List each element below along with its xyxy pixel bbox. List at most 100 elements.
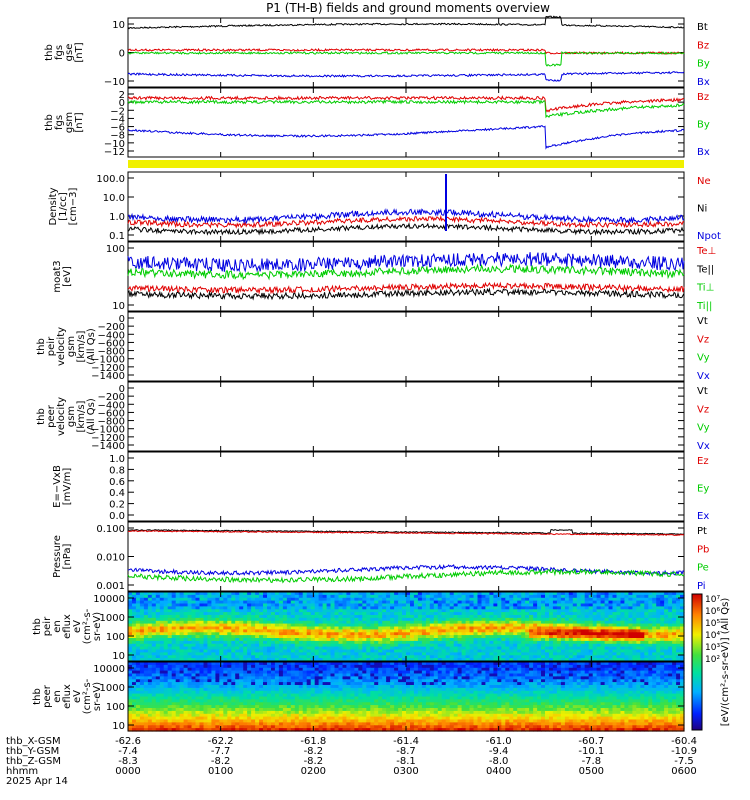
spectrogram-cell: [449, 685, 455, 689]
spectrogram-cell: [672, 652, 677, 656]
spectrogram-cell: [529, 679, 534, 683]
spectrogram-cell: [370, 612, 375, 616]
spectrogram-cell: [243, 600, 248, 605]
spectrogram-cell: [294, 670, 300, 675]
spectrogram-cell: [322, 662, 328, 666]
spectrogram-cell: [370, 597, 375, 602]
spectrogram-cell: [167, 632, 173, 636]
spectrogram-cell: [394, 592, 399, 596]
spectrogram-cell: [151, 664, 157, 669]
spectrogram-cell: [282, 643, 288, 648]
spectrogram-cell: [195, 679, 201, 683]
spectrogram-cell: [556, 652, 562, 656]
spectrogram-cell: [370, 626, 375, 630]
spectrogram-cell: [386, 670, 391, 675]
spectrogram-cell: [406, 655, 411, 659]
spectrogram-cell: [493, 640, 498, 645]
spectrogram-cell: [632, 615, 637, 619]
spectrogram-cell: [382, 632, 387, 636]
spectrogram-cell: [298, 626, 304, 630]
spectrogram-cell: [326, 617, 332, 622]
spectrogram-cell: [497, 655, 502, 659]
spectrogram-cell: [159, 664, 165, 669]
y-tick-label: 0: [119, 49, 125, 60]
spectrogram-cell: [151, 609, 157, 613]
spectrogram-cell: [406, 600, 411, 605]
spectrogram-cell: [664, 623, 669, 628]
spectrogram-cell: [179, 643, 185, 648]
spectrogram-cell: [326, 649, 332, 653]
spectrogram-cell: [318, 655, 324, 659]
spectrogram-cell: [425, 629, 431, 633]
spectrogram-cell: [199, 658, 205, 662]
spectrogram-cell: [469, 646, 475, 651]
spectrogram-cell: [525, 667, 530, 672]
spectrogram-cell: [660, 643, 665, 648]
spectrogram-cell: [215, 612, 220, 616]
spectrogram-cell: [310, 606, 316, 610]
spectrogram-cell: [481, 679, 487, 683]
spectrogram-cell: [306, 597, 312, 602]
spectrogram-cell: [485, 655, 490, 659]
spectrogram-cell: [318, 643, 324, 648]
spectrogram-cell: [441, 623, 447, 628]
spectrogram-cell: [139, 592, 145, 596]
spectrogram-cell: [417, 670, 423, 675]
spectrogram-cell: [151, 640, 157, 645]
spectrogram-cell: [556, 685, 562, 689]
spectrogram-cell: [410, 658, 415, 662]
spectrogram-cell: [529, 667, 534, 672]
spectrogram-cell: [552, 670, 558, 675]
spectrogram-cell: [461, 626, 467, 630]
spectrogram-cell: [620, 685, 626, 689]
spectrogram-cell: [227, 603, 232, 607]
spectrogram-cell: [421, 620, 427, 625]
spectrogram-cell: [183, 682, 189, 686]
spectrogram-cell: [541, 638, 546, 642]
spectrogram-cell: [410, 615, 415, 619]
spectrogram-cell: [477, 597, 483, 602]
spectrogram-cell: [207, 643, 212, 648]
spectrogram-cell: [239, 676, 244, 680]
spectrogram-cell: [433, 652, 439, 656]
spectrogram-cell: [552, 649, 558, 653]
spectrogram-cell: [425, 592, 431, 596]
spectrogram-cell: [465, 597, 471, 602]
spectrogram-cell: [676, 600, 681, 605]
spectrogram-cell: [445, 603, 451, 607]
spectrogram-cell: [406, 682, 411, 686]
spectrogram-cell: [545, 635, 550, 639]
spectrogram-cell: [282, 670, 288, 675]
spectrogram-cell: [334, 635, 340, 639]
spectrogram-cell: [342, 594, 348, 599]
spectrogram-cell: [370, 620, 375, 625]
spectrogram-cell: [199, 652, 205, 656]
spectrogram-cell: [322, 682, 328, 686]
spectrogram-cell: [533, 640, 538, 645]
spectrogram-cell: [155, 685, 161, 689]
line-Bz: [127, 47, 685, 55]
spectrogram-cell: [354, 670, 359, 675]
spectrogram-cell: [541, 592, 546, 596]
spectrogram-cell: [521, 673, 526, 677]
spectrogram-cell: [509, 612, 514, 616]
spectrogram-cell: [306, 620, 312, 625]
spectrogram-cell: [302, 594, 308, 599]
spectrogram-cell: [155, 615, 161, 619]
spectrogram-cell: [171, 620, 177, 625]
spectrogram-cell: [513, 679, 518, 683]
spectrogram-cell: [584, 597, 590, 602]
spectrogram-cell: [334, 670, 340, 675]
spectrogram-cell: [481, 640, 487, 645]
spectrogram-cell: [223, 615, 228, 619]
spectrogram-cell: [151, 673, 157, 677]
spectrogram-cell: [441, 664, 447, 669]
spectrogram-cell: [628, 609, 633, 613]
y-axis-label: Pressure: [52, 535, 63, 578]
spectrogram-cell: [350, 617, 355, 622]
spectrogram-cell: [167, 617, 173, 622]
spectrogram-cell: [147, 612, 153, 616]
spectrogram-cell: [330, 594, 336, 599]
spectrogram-cell: [398, 603, 403, 607]
spectrogram-cell: [366, 662, 371, 666]
